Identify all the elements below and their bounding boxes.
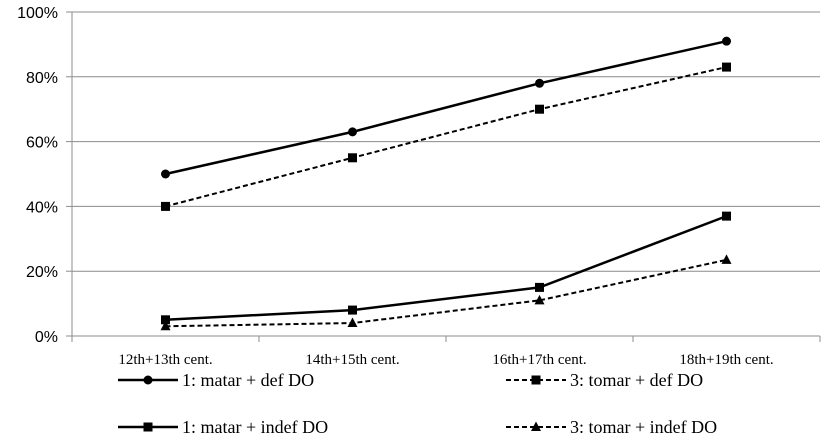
- x-tick-label-2: 16th+17th cent.: [492, 352, 586, 368]
- legend-label-0: 1: matar + def DO: [182, 370, 314, 390]
- data-point-2-3: [722, 211, 731, 221]
- data-point-2-2: [535, 282, 544, 292]
- legend-item-3: 3: tomar + indef DO: [506, 417, 717, 437]
- y-tick-label-100: 100%: [17, 5, 58, 22]
- y-tick-label-80: 80%: [26, 70, 58, 87]
- series-line-3: [165, 258, 727, 328]
- legend-swatch-marker-3: [531, 421, 541, 431]
- data-point-0-3: [722, 36, 731, 46]
- legend-swatch-marker-1: [531, 375, 541, 385]
- data-point-3-0: [160, 320, 171, 331]
- legend-label-1: 3: tomar + def DO: [570, 370, 703, 390]
- series-group: [160, 36, 732, 331]
- x-axis-tick-labels: 12th+13th cent. 14th+15th cent. 16th+17th …: [118, 352, 773, 368]
- series-line-1: [165, 66, 727, 208]
- y-tick-label-60: 60%: [26, 135, 58, 152]
- x-tick-label-0: 12th+13th cent.: [118, 352, 212, 368]
- legend-label-3: 3: tomar + indef DO: [570, 417, 717, 437]
- legend-swatch-marker-2: [143, 422, 153, 432]
- legend-label-2: 1: matar + indef DO: [182, 417, 328, 437]
- data-point-1-3: [722, 62, 731, 72]
- series-line-2: [165, 214, 727, 322]
- series-2: [161, 211, 731, 325]
- y-tick-label-0: 0%: [35, 329, 58, 346]
- legend-swatch-marker-0: [143, 375, 153, 385]
- data-point-3-2: [534, 294, 545, 305]
- x-tick-label-3: 18th+19th cent.: [679, 352, 773, 368]
- data-point-0-0: [161, 169, 170, 179]
- legend-item-2: 1: matar + indef DO: [118, 417, 328, 437]
- data-point-1-0: [161, 201, 170, 211]
- y-tick-label-20: 20%: [26, 264, 58, 281]
- legend-item-1: 3: tomar + def DO: [506, 370, 703, 390]
- series-line-0: [165, 39, 727, 176]
- data-point-3-3: [721, 254, 732, 264]
- axes: [66, 11, 821, 342]
- data-point-1-2: [535, 104, 544, 114]
- y-axis-tick-labels: 0% 20% 40% 60% 80% 100%: [17, 5, 58, 346]
- series-0: [161, 36, 731, 179]
- legend: 1: matar + def DO 3: tomar + def DO 1: mat…: [118, 370, 717, 437]
- data-point-2-0: [161, 315, 170, 325]
- data-point-0-2: [535, 78, 544, 88]
- data-point-3-1: [347, 317, 358, 328]
- legend-item-0: 1: matar + def DO: [118, 370, 314, 390]
- y-tick-label-40: 40%: [26, 199, 58, 216]
- x-tick-label-1: 14th+15th cent.: [305, 352, 399, 368]
- data-point-1-1: [348, 153, 357, 163]
- series-1: [161, 62, 731, 211]
- gridlines: [72, 11, 820, 272]
- data-point-2-1: [348, 305, 357, 315]
- series-3: [160, 254, 732, 331]
- data-point-0-1: [348, 127, 357, 137]
